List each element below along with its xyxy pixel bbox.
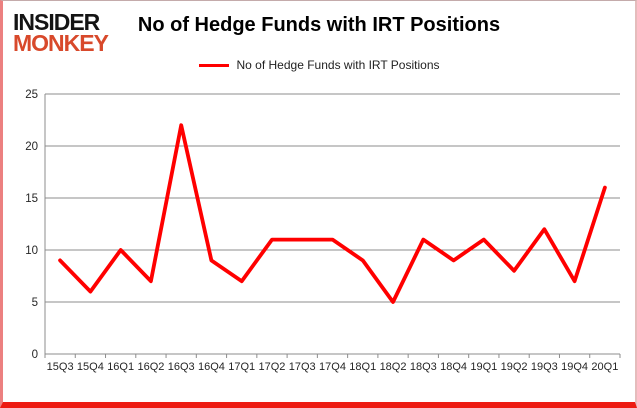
y-tick-label: 15 <box>25 193 38 205</box>
x-tick-label: 16Q4 <box>198 361 225 373</box>
legend: No of Hedge Funds with IRT Positions <box>3 58 635 72</box>
x-tick-label: 15Q3 <box>47 361 74 373</box>
x-tick-label: 18Q3 <box>410 361 437 373</box>
x-tick-label: 17Q4 <box>319 361 346 373</box>
logo-line-insider: INSIDER <box>13 9 100 35</box>
chart-title: No of Hedge Funds with IRT Positions <box>137 14 501 36</box>
x-tick-label: 16Q1 <box>107 361 134 373</box>
y-tick-label: 5 <box>32 297 38 309</box>
x-tick-label: 16Q3 <box>168 361 195 373</box>
y-tick-label: 10 <box>25 245 38 257</box>
x-tick-label: 16Q2 <box>137 361 164 373</box>
x-tick-label: 18Q2 <box>380 361 407 373</box>
legend-label: No of Hedge Funds with IRT Positions <box>236 58 440 72</box>
x-tick-label: 19Q4 <box>561 361 588 373</box>
series-line-hedge-funds <box>58 123 607 304</box>
legend-line-swatch <box>198 63 229 67</box>
y-tick-label: 20 <box>25 141 38 153</box>
x-tick-label: 18Q1 <box>349 361 376 373</box>
x-tick-label: 18Q4 <box>440 361 467 373</box>
line-chart-plot: 0 5 10 15 20 25 15Q3 15Q4 16Q1 16Q2 16Q3 16Q4 17Q1 17… <box>25 89 621 373</box>
y-tick-label: 0 <box>32 349 38 361</box>
logo-line-monkey: MONKEY <box>13 30 109 56</box>
x-tick-label: 19Q1 <box>470 361 497 373</box>
x-tick-label: 19Q3 <box>531 361 558 373</box>
x-tick-label: 19Q2 <box>501 361 528 373</box>
x-tick-label: 20Q1 <box>591 361 618 373</box>
y-tick-label: 25 <box>25 89 38 101</box>
insider-monkey-logo: INSIDER MONKEY <box>13 9 109 56</box>
x-tick-label: 17Q1 <box>228 361 255 373</box>
x-tick-label: 15Q4 <box>77 361 104 373</box>
x-tick-label: 17Q2 <box>259 361 286 373</box>
x-tick-label: 17Q3 <box>289 361 316 373</box>
